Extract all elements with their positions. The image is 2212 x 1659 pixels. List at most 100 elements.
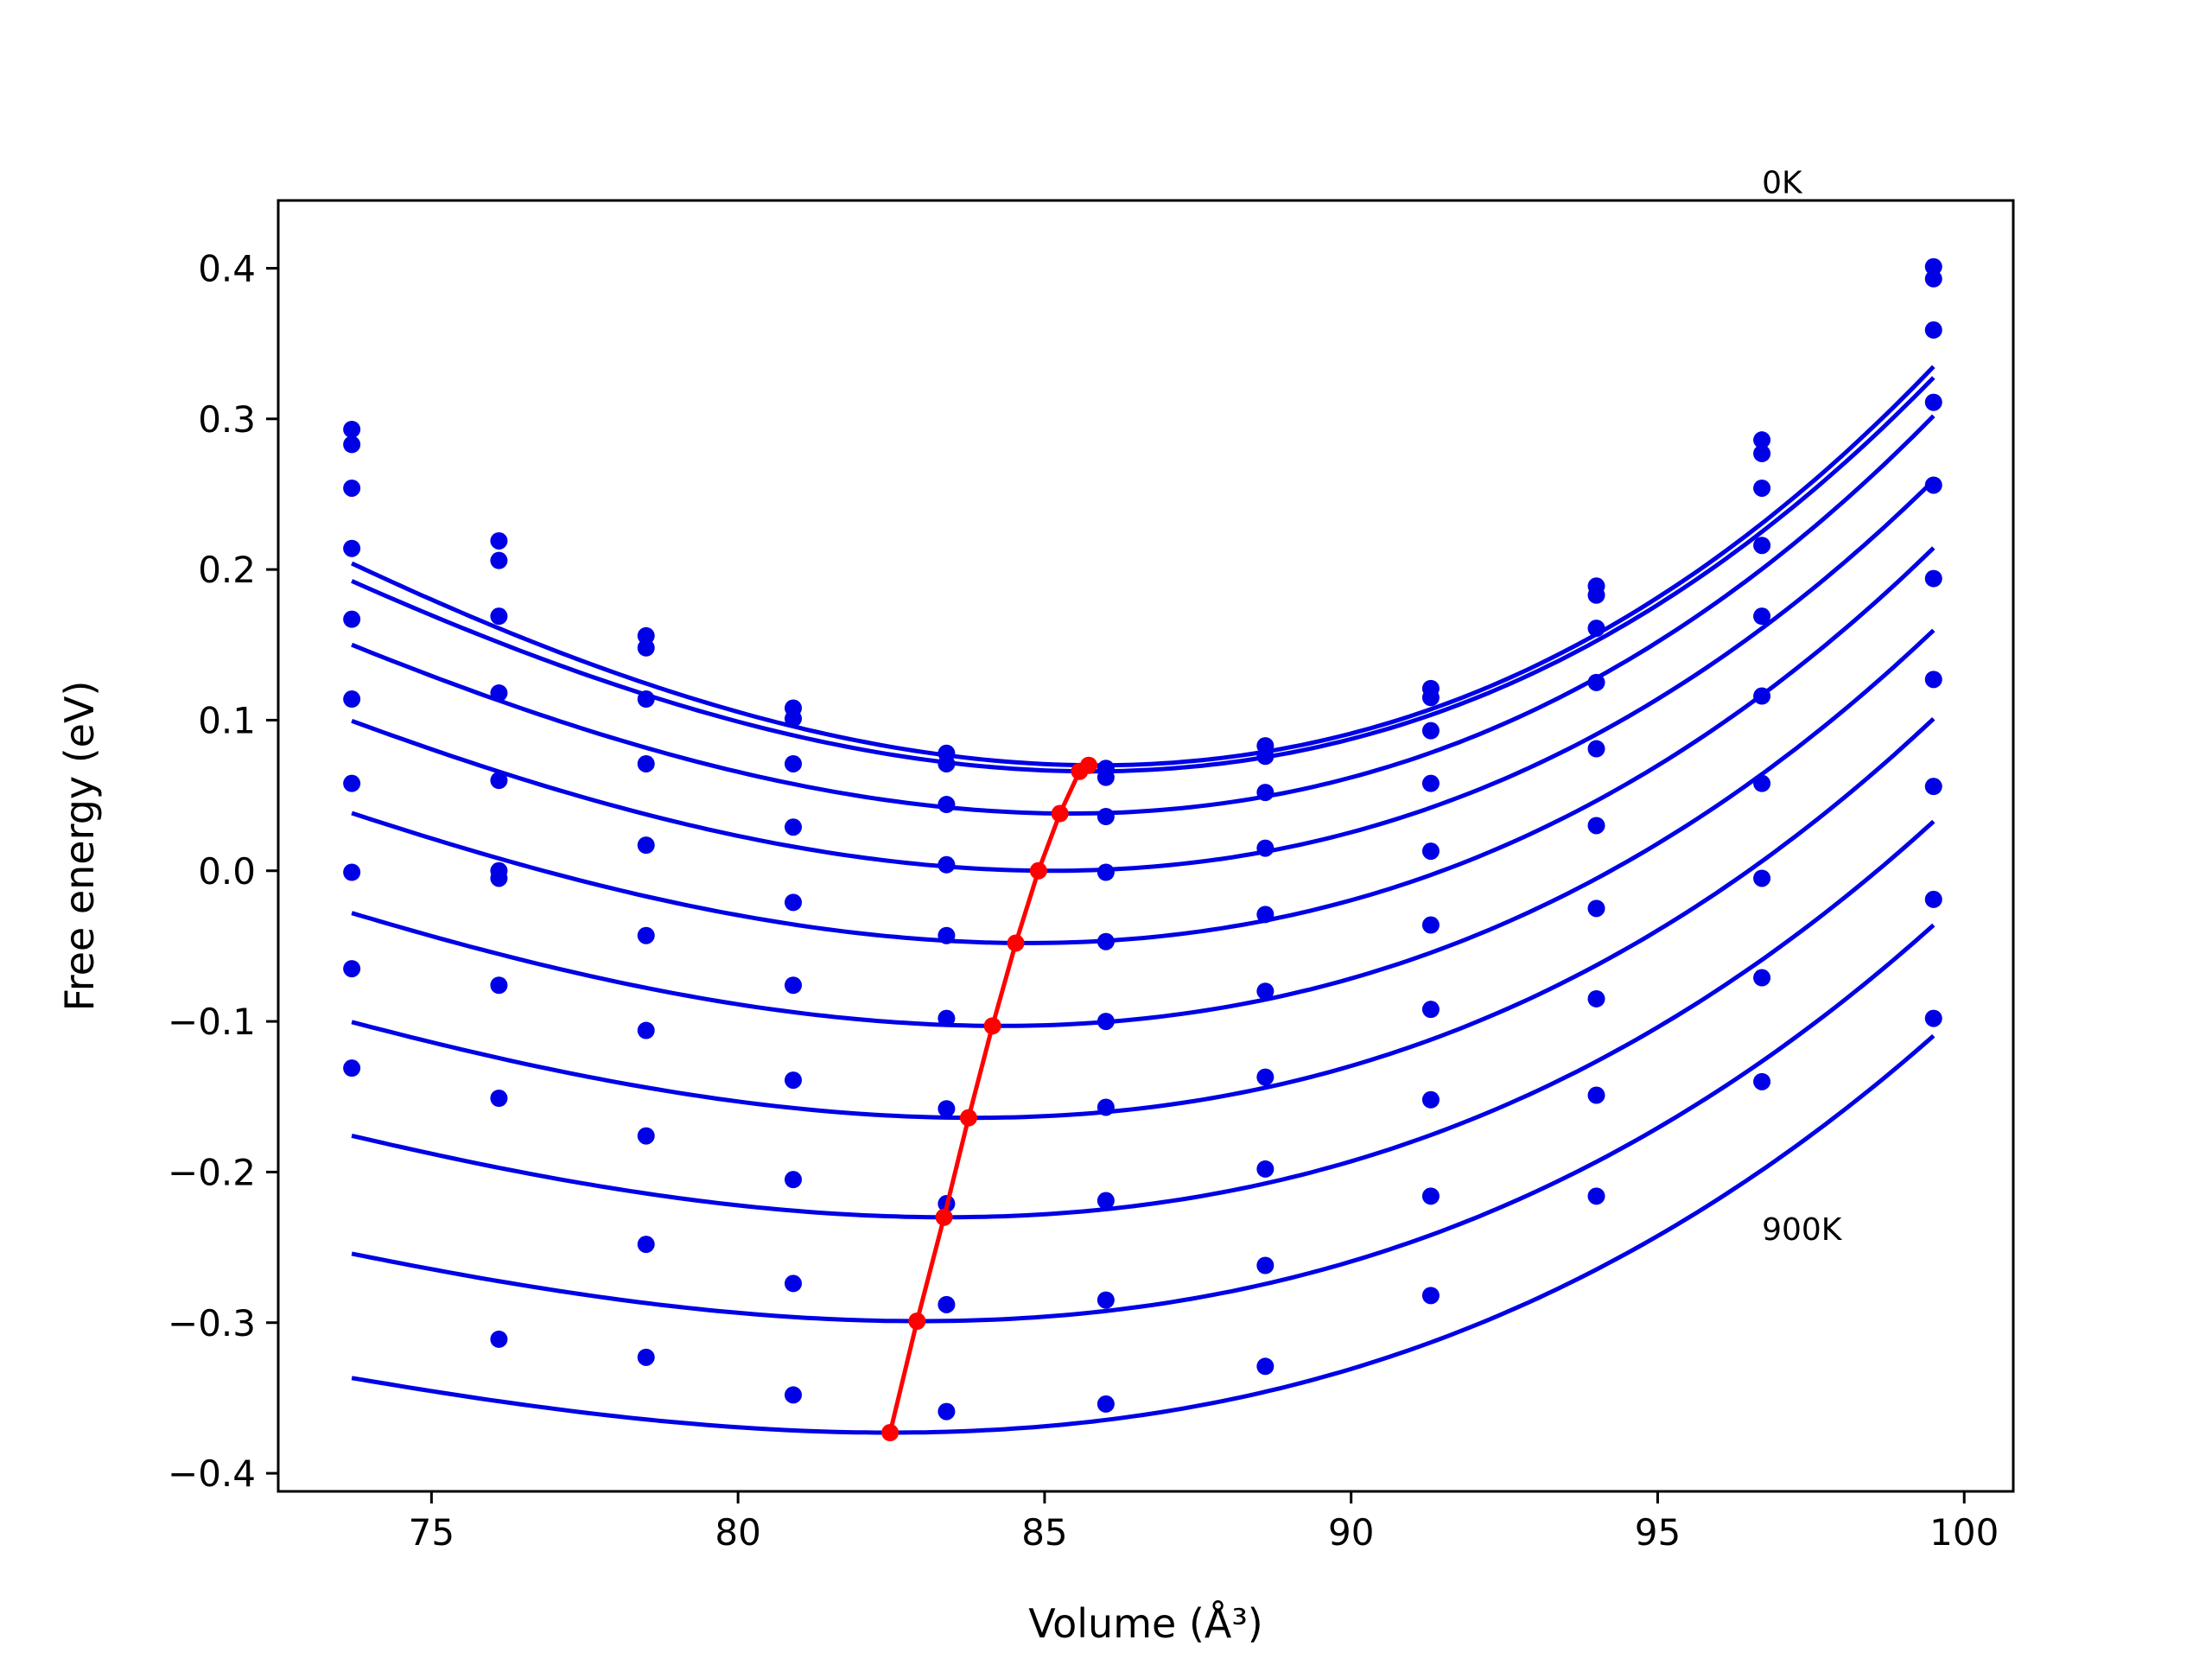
fit-curve-6 bbox=[351, 628, 1936, 1028]
data-point bbox=[1256, 906, 1274, 924]
minimum-point bbox=[935, 1208, 953, 1226]
data-point bbox=[637, 626, 655, 645]
data-point bbox=[1421, 1287, 1440, 1305]
fit-curve-5 bbox=[351, 546, 1936, 945]
fit-curve-4 bbox=[351, 479, 1936, 874]
data-point bbox=[1421, 1090, 1440, 1109]
data-point bbox=[938, 1295, 956, 1313]
minimum-point bbox=[1071, 762, 1089, 780]
data-point bbox=[1587, 620, 1605, 638]
data-point bbox=[1587, 817, 1605, 835]
data-point bbox=[490, 772, 508, 790]
data-point bbox=[490, 551, 508, 569]
data-point bbox=[1753, 1072, 1771, 1090]
data-point bbox=[1753, 444, 1771, 462]
data-point bbox=[343, 690, 361, 709]
data-point bbox=[1256, 747, 1274, 766]
data-point bbox=[938, 754, 956, 772]
data-point bbox=[343, 960, 361, 978]
data-point bbox=[1753, 869, 1771, 887]
data-point bbox=[1096, 1395, 1115, 1413]
data-point bbox=[637, 754, 655, 772]
data-point bbox=[1587, 673, 1605, 691]
y-axis-label: Free energy (eV) bbox=[56, 681, 103, 1012]
y-tick-label: −0.4 bbox=[168, 1452, 256, 1495]
data-point bbox=[938, 1402, 956, 1421]
data-point bbox=[785, 976, 803, 995]
data-point bbox=[1587, 740, 1605, 758]
data-point bbox=[343, 420, 361, 438]
x-tick-label: 100 bbox=[1929, 1511, 1999, 1554]
fit-curve-3 bbox=[351, 414, 1936, 816]
fit-curve-7 bbox=[351, 716, 1936, 1121]
data-point bbox=[1096, 1192, 1115, 1210]
data-point bbox=[637, 1021, 655, 1039]
data-point bbox=[1587, 586, 1605, 604]
data-point bbox=[1924, 257, 1942, 276]
data-point bbox=[1421, 721, 1440, 740]
data-point bbox=[490, 976, 508, 995]
data-point bbox=[1924, 778, 1942, 796]
data-point bbox=[938, 1100, 956, 1118]
data-point bbox=[1256, 784, 1274, 802]
data-point bbox=[343, 774, 361, 792]
data-point bbox=[1753, 607, 1771, 626]
data-point bbox=[785, 1071, 803, 1090]
x-tick-label: 75 bbox=[409, 1511, 454, 1554]
data-point bbox=[1421, 774, 1440, 792]
data-point bbox=[1096, 932, 1115, 950]
y-tick-label: 0.2 bbox=[198, 549, 256, 591]
data-point bbox=[1587, 899, 1605, 918]
x-axis: 75 80 85 90 95 100 bbox=[409, 1491, 1999, 1554]
data-point bbox=[1096, 768, 1115, 786]
fit-curve-8 bbox=[351, 819, 1936, 1220]
data-point bbox=[1924, 270, 1942, 288]
data-point bbox=[1753, 969, 1771, 987]
data-point bbox=[1924, 393, 1942, 411]
y-tick-label: 0.1 bbox=[198, 699, 256, 741]
data-point bbox=[343, 610, 361, 628]
fit-curve-2 bbox=[351, 376, 1936, 774]
data-point bbox=[1924, 890, 1942, 908]
data-point bbox=[785, 818, 803, 836]
minima-line bbox=[887, 763, 1090, 1433]
x-axis-label: Volume (Å³) bbox=[1028, 1600, 1263, 1647]
data-point bbox=[1256, 1160, 1274, 1178]
data-point bbox=[1924, 321, 1942, 339]
fit-curve-9 bbox=[351, 923, 1936, 1324]
data-point bbox=[1096, 1098, 1115, 1116]
data-point bbox=[1421, 1001, 1440, 1019]
data-point bbox=[1924, 476, 1942, 494]
data-point bbox=[1587, 989, 1605, 1007]
data-point bbox=[343, 479, 361, 497]
data-point bbox=[1096, 808, 1115, 826]
minimum-point bbox=[1029, 861, 1047, 880]
data-point bbox=[637, 1127, 655, 1145]
data-point bbox=[1753, 431, 1771, 449]
data-point bbox=[490, 684, 508, 702]
data-point bbox=[1256, 982, 1274, 1001]
data-point bbox=[1096, 863, 1115, 881]
annotations: 0K 900K bbox=[1762, 165, 1843, 1248]
data-point bbox=[785, 754, 803, 772]
data-point bbox=[1753, 687, 1771, 705]
data-point bbox=[1256, 1068, 1274, 1086]
data-point bbox=[490, 1090, 508, 1108]
data-point bbox=[1421, 916, 1440, 934]
data-point bbox=[938, 1009, 956, 1027]
data-point bbox=[785, 1274, 803, 1293]
data-point bbox=[785, 893, 803, 912]
minimum-point bbox=[881, 1424, 899, 1442]
x-tick-label: 80 bbox=[715, 1511, 760, 1554]
y-axis: 0.4 0.3 0.2 0.1 0.0 −0.1 −0.2 −0.3 −0.4 bbox=[168, 247, 278, 1495]
data-point bbox=[1924, 1009, 1942, 1027]
y-tick-label: 0.4 bbox=[198, 247, 256, 289]
data-point bbox=[1421, 689, 1440, 707]
temperature-annotation: 900K bbox=[1762, 1212, 1843, 1248]
data-point bbox=[343, 1059, 361, 1077]
data-point bbox=[1753, 774, 1771, 792]
data-point bbox=[637, 836, 655, 855]
data-point bbox=[1256, 1256, 1274, 1274]
data-point bbox=[1256, 1357, 1274, 1376]
